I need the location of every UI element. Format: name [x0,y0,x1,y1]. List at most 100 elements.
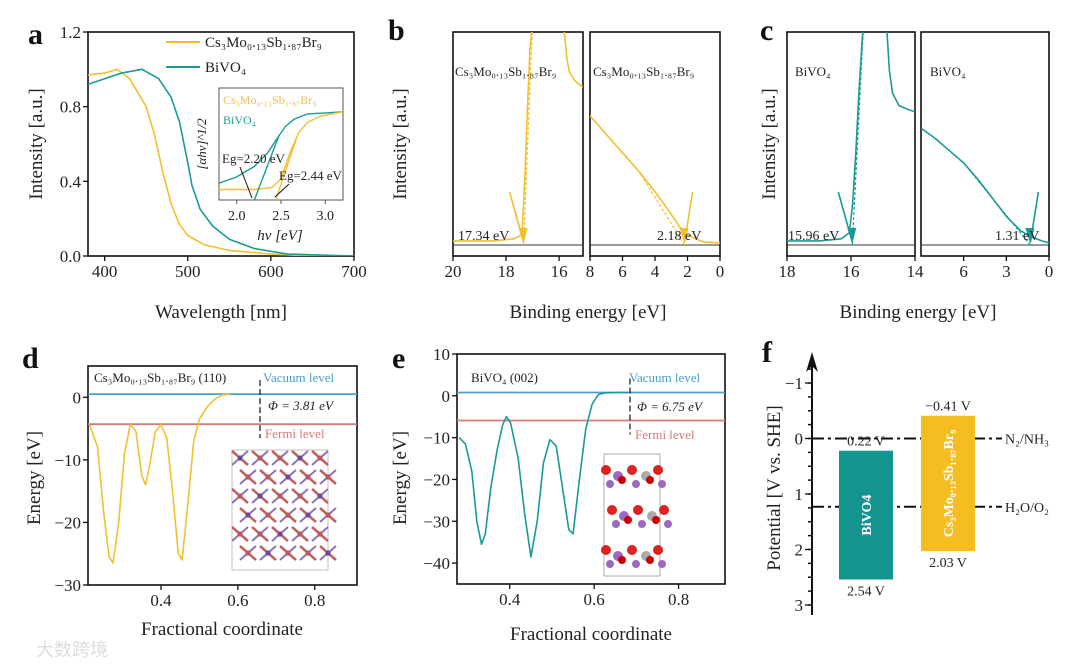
axis-arrow-icon [806,352,818,372]
atom [245,550,251,556]
x-tick-label-b: 0 [716,262,725,281]
atom [285,550,291,556]
vacuum-label-d: Vacuum level [263,370,335,385]
y-tick-label-a: 0.0 [60,247,81,266]
panel-d: d 0.4 0.6 0.8 0 −10 −20 −30 Cs₃Mo₀.₁₃Sb₁.₈₇Br₉… [22,342,358,640]
atom [652,516,660,524]
y-tick-label-f: 0 [795,430,804,449]
x-tick-label-d: 0.6 [227,591,248,610]
annotation-c-right: 1.31 eV [995,229,1039,244]
x-tick-label-c: 0 [1045,262,1054,281]
series-line-bivo4 [88,68,354,256]
atom [658,480,666,488]
annotation-c-left: 15.96 eV [788,229,839,244]
panel-a: a 400 500 600 700 0.0 0.4 0.8 1.2 Wavelength [n… [26,18,367,323]
atom [297,493,303,499]
x-tick-label-d: 0.4 [150,591,172,610]
unit-cell-outline [231,449,329,571]
annotation-b-left: 17.34 eV [458,229,509,244]
atom [285,512,291,518]
atom [317,531,323,537]
x-tick-label-c: 18 [779,262,796,281]
atom [257,531,263,537]
spectrum-line-b [590,115,720,244]
atom [277,455,283,461]
legend-label-bivo4: BiVO₄ [205,60,246,76]
atom [305,550,311,556]
spectrum-line-c [787,32,864,242]
panel-e: e 0.4 0.6 0.8 10 0 −10 −20 −30 −40 BiVO₄ (002) V… [390,342,726,645]
panel-b: b 20 18 16 8 6 4 2 0 Cs₃Mo₀.₁₃Sb₁.₈₇Br₉ Cs₃Mo₀.… [388,14,724,323]
x-tick-label-d: 0.8 [304,591,325,610]
vb-label: 2.03 V [929,556,967,571]
y-tick-label-d: −30 [54,576,81,595]
atom [638,520,646,528]
x-tick-label-c: 3 [1002,262,1011,281]
x-axis-label-d: Fractional coordinate [141,619,303,640]
reference-label: H₂O/O₂ [1005,501,1049,516]
subplot-title-c-left: BiVO₄ [795,64,831,79]
inset-arrow-bivo4 [239,166,253,199]
plot-frame-c-right [920,31,1050,257]
x-tick-label-c: 6 [959,262,968,281]
y-axis-label-c: Intensity [a.u.] [759,88,780,199]
x-tick-label-c: 16 [843,262,860,281]
inset-legend-cs: Cs₃Mo₀.₁₃Sb₁.₈₇Br₉ [223,93,317,107]
atom [632,560,640,568]
fermi-label-e: Fermi level [635,427,695,442]
atom [237,531,243,537]
atom [257,455,263,461]
atom [325,474,331,480]
x-tick-label-e: 0.6 [584,590,605,609]
plot-frame-a [87,31,355,257]
title-e: BiVO₄ (002) [471,370,538,385]
atom [265,550,271,556]
x-tick-label-a: 400 [92,262,118,281]
inset-x-label: hν [eV] [257,228,303,244]
watermark: 大数跨境 [36,640,108,661]
inset-x-tick-label: 2.0 [228,209,246,224]
atom [305,474,311,480]
plot-frame-d [87,365,358,586]
x-axis-label-b: Binding energy [eV] [510,302,667,323]
arrow-head [518,228,528,244]
extrapolation-line [963,162,1031,246]
atom [237,455,243,461]
atom [245,512,251,518]
atom [601,545,611,555]
subplot-c-1 [921,127,1049,246]
x-tick-label-b: 16 [551,262,568,281]
atom [624,516,632,524]
atom [277,531,283,537]
atom [664,520,672,528]
panel-label-d: d [22,342,39,375]
bar-name: Cs₃Mo₀.₁₃Sb₁.₈₇Br₉ [942,430,957,537]
plot-frame-b-left [452,31,584,257]
panel-f: f −1 0 1 2 3 N₂/NH₃ H₂O/O₂ 0.22 V 2.54 V BiVO4 −0.… [762,336,1049,615]
plot-area-d [88,393,357,564]
atom [285,474,291,480]
y-tick-label-e: 10 [433,345,450,364]
atom [277,493,283,499]
atom [653,545,663,555]
y-tick-label-f: 3 [795,596,804,615]
y-tick-label-e: −30 [423,512,450,531]
y-tick-label-d: −20 [54,513,81,532]
bar-name: BiVO4 [860,495,875,536]
spectrum-line-b [453,32,533,242]
fermi-label-d: Fermi level [265,426,325,441]
legend-label-cs: Cs₃Mo₀.₁₃Sb₁.₈₇Br₉ [205,35,322,51]
x-tick-label-b: 2 [683,262,692,281]
atom [305,512,311,518]
extrapolation-line [851,32,864,246]
atom [601,465,611,475]
x-axis-label-a: Wavelength [nm] [155,302,287,323]
y-tick-label-d: −10 [54,451,81,470]
atom [606,480,614,488]
crystal-structure-inset-d [231,449,337,571]
atom [612,520,620,528]
panel-label-f: f [762,336,773,369]
legend-a: Cs₃Mo₀.₁₃Sb₁.₈₇Br₉ BiVO₄ [166,35,322,76]
y-tick-label-f: 1 [795,485,804,504]
